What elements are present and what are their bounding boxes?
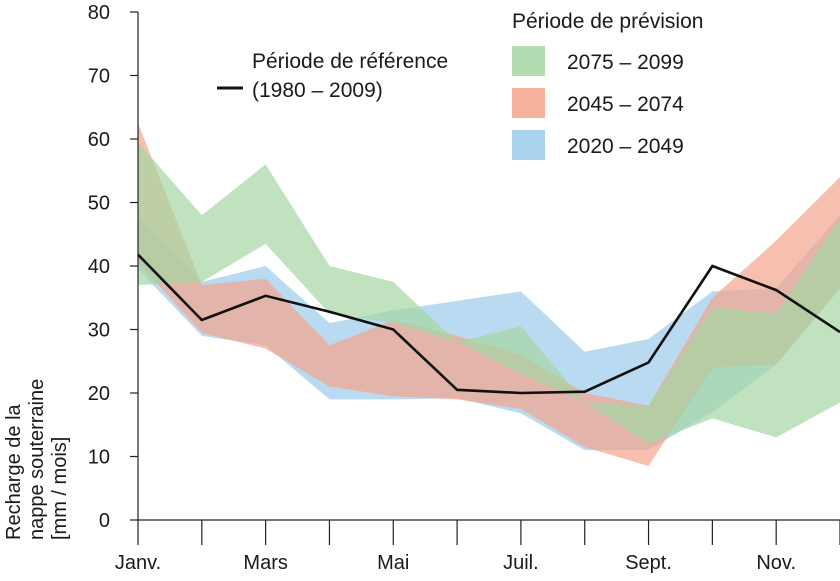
- reference-legend: Période de référence (1980 – 2009): [217, 50, 448, 102]
- x-tick-label: Mai: [377, 552, 409, 574]
- x-tick-label: Juil.: [503, 552, 539, 574]
- forecast-bands: [138, 123, 840, 466]
- y-axis-title-line-3: [mm / mois]: [49, 437, 71, 540]
- y-tick-labels: 0 10 20 30 40 50 60 70 80: [88, 2, 110, 532]
- y-tick-label: 0: [99, 510, 110, 532]
- reference-legend-label-1: Période de référence: [252, 50, 448, 73]
- y-axis-title-line-1: Recharge de la: [3, 403, 25, 540]
- reference-line: [137, 253, 840, 395]
- y-tick-label: 70: [88, 66, 110, 88]
- legend-swatch: [512, 46, 545, 76]
- legend-swatch: [512, 88, 545, 118]
- y-tick-label: 10: [88, 447, 110, 469]
- x-tick-label: Nov.: [756, 552, 796, 574]
- y-axis-title: Recharge de la nappe souterraine [mm / m…: [3, 373, 71, 540]
- forecast-legend-title: Période de prévision: [512, 10, 703, 33]
- forecast-legend-items: 2075 – 2099 2045 – 2074 2020 – 2049: [512, 46, 684, 160]
- band-2075-2099: [138, 142, 840, 444]
- y-tick-label: 60: [88, 129, 110, 151]
- legend-swatch: [512, 130, 545, 160]
- legend-label: 2045 – 2074: [567, 93, 684, 116]
- y-axis-title-line-2: nappe souterraine: [26, 379, 48, 540]
- band-2045-2074: [138, 123, 840, 466]
- y-tick-label: 30: [88, 320, 110, 342]
- legend-label: 2020 – 2049: [567, 135, 684, 158]
- reference-line-group: [137, 253, 840, 395]
- forecast-legend: Période de prévision 2075 – 2099 2045 – 2…: [512, 10, 703, 160]
- reference-legend-label-2: (1980 – 2009): [252, 79, 383, 102]
- axes: [130, 11, 840, 545]
- y-tick-label: 20: [88, 383, 110, 405]
- y-tick-label: 40: [88, 256, 110, 278]
- x-tick-label: Sept.: [625, 552, 672, 574]
- x-tick-label: Mars: [243, 552, 287, 574]
- y-tick-label: 50: [88, 193, 110, 215]
- x-tick-labels: Janv. Mars Mai Juil. Sept. Nov.: [115, 552, 796, 574]
- x-tick-label: Janv.: [115, 552, 161, 574]
- legend-label: 2075 – 2099: [567, 51, 684, 74]
- y-tick-label: 80: [88, 2, 110, 24]
